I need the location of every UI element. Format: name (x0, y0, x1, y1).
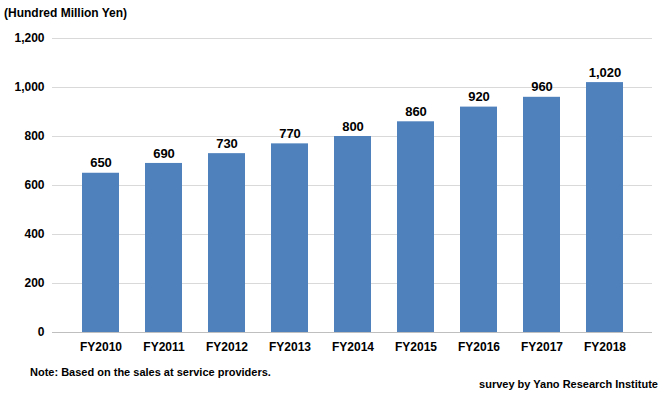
svg-text:770: 770 (279, 126, 301, 141)
svg-text:FY2015: FY2015 (395, 340, 437, 354)
html-text:(Hundred Million Yen): (Hundred Million Yen) (4, 6, 128, 20)
svg-text:800: 800 (24, 129, 44, 143)
svg-text:1,200: 1,200 (14, 31, 44, 45)
svg-text:860: 860 (405, 104, 427, 119)
html-text:Note: Based on the sales at se: Note: Based on the sales at service prov… (30, 366, 271, 378)
svg-text:FY2010: FY2010 (80, 340, 122, 354)
svg-text:FY2013: FY2013 (269, 340, 311, 354)
svg-text:400: 400 (24, 227, 44, 241)
svg-text:0: 0 (38, 325, 45, 339)
svg-text:FY2012: FY2012 (206, 340, 248, 354)
svg-text:1,000: 1,000 (14, 80, 44, 94)
svg-text:650: 650 (90, 155, 112, 170)
html-text:survey by Yano Research Instit: survey by Yano Research Institute (479, 378, 658, 390)
svg-text:FY2014: FY2014 (332, 340, 374, 354)
svg-text:FY2018: FY2018 (584, 340, 626, 354)
svg-text:960: 960 (531, 79, 553, 94)
svg-text:800: 800 (342, 119, 364, 134)
svg-text:FY2017: FY2017 (521, 340, 563, 354)
svg-text:FY2011: FY2011 (143, 340, 185, 354)
svg-text:FY2016: FY2016 (458, 340, 500, 354)
svg-text:200: 200 (24, 276, 44, 290)
svg-text:690: 690 (153, 146, 175, 161)
svg-text:1,020: 1,020 (589, 65, 622, 80)
svg-text:730: 730 (216, 136, 238, 151)
svg-text:600: 600 (24, 178, 44, 192)
svg-text:920: 920 (468, 89, 490, 104)
